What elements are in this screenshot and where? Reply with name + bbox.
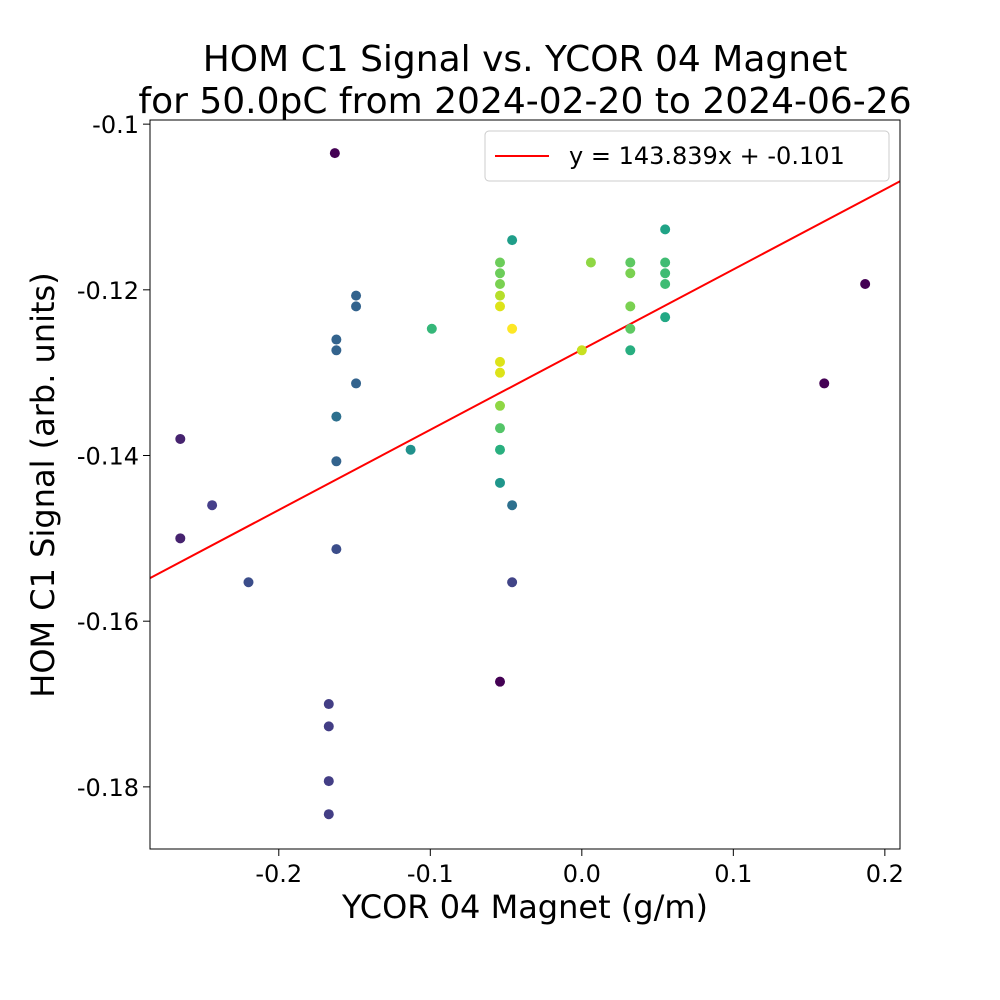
- y-axis-label: HOM C1 Signal (arb. units): [24, 272, 62, 697]
- data-point: [405, 444, 416, 455]
- data-point: [331, 544, 342, 555]
- data-point: [351, 378, 362, 389]
- data-point: [331, 456, 342, 467]
- data-point: [625, 301, 636, 312]
- data-point: [495, 423, 505, 434]
- data-point: [331, 345, 342, 356]
- data-point: [351, 290, 362, 301]
- data-point: [576, 345, 587, 356]
- data-point: [660, 224, 671, 235]
- data-point: [625, 323, 636, 334]
- legend: y = 143.839x + -0.101: [484, 130, 890, 182]
- data-point: [660, 268, 671, 279]
- data-point: [660, 257, 671, 268]
- data-point: [495, 477, 505, 488]
- points-layer: [175, 148, 871, 820]
- data-point: [585, 257, 596, 268]
- data-point: [495, 257, 505, 268]
- plot-frame: [149, 119, 901, 850]
- y-tick-label: -0.16: [77, 608, 139, 636]
- data-point: [243, 577, 254, 588]
- x-tick-label: 0.1: [714, 860, 752, 888]
- y-axis: -0.1 -0.12 -0.14 -0.16 -0.18: [77, 111, 150, 802]
- x-tick-label: 0.2: [866, 860, 904, 888]
- data-point: [507, 235, 518, 246]
- data-point: [495, 367, 505, 378]
- data-point: [331, 411, 342, 422]
- fit-line-layer: [150, 180, 900, 579]
- data-point: [323, 809, 334, 820]
- data-point: [495, 356, 505, 367]
- data-point: [495, 400, 505, 411]
- x-tick-label: -0.2: [255, 860, 302, 888]
- x-tick-label: 0.0: [563, 860, 601, 888]
- data-point: [507, 577, 518, 588]
- data-point: [660, 279, 671, 290]
- data-point: [323, 699, 334, 710]
- data-point: [495, 676, 505, 687]
- data-point: [351, 301, 362, 312]
- data-point: [625, 345, 636, 356]
- y-tick-label: -0.1: [92, 111, 139, 139]
- data-point: [495, 444, 505, 455]
- data-point: [329, 148, 340, 159]
- legend-box: [484, 130, 890, 182]
- x-tick-label: -0.1: [407, 860, 454, 888]
- data-point: [625, 268, 636, 279]
- data-point: [495, 290, 505, 301]
- fit-line: [150, 180, 900, 579]
- data-point: [625, 257, 636, 268]
- data-point: [207, 500, 218, 511]
- data-point: [860, 279, 871, 290]
- data-point: [819, 378, 830, 389]
- x-axis-label: YCOR 04 Magnet (g/m): [341, 888, 708, 926]
- data-point: [495, 268, 505, 279]
- data-point: [323, 776, 334, 787]
- x-axis: -0.2 -0.1 0.0 0.1 0.2: [255, 849, 904, 888]
- data-point: [175, 533, 186, 544]
- data-point: [323, 721, 334, 732]
- legend-fit-label: y = 143.839x + -0.101: [569, 142, 845, 170]
- data-point: [660, 312, 671, 323]
- y-tick-label: -0.12: [77, 277, 139, 305]
- data-point: [507, 500, 518, 511]
- y-tick-label: -0.14: [77, 443, 139, 471]
- data-point: [495, 279, 505, 290]
- data-point: [507, 323, 518, 334]
- y-tick-label: -0.18: [77, 774, 139, 802]
- plot-area: [149, 119, 901, 850]
- chart-title-line-1: HOM C1 Signal vs. YCOR 04 Magnet: [203, 39, 848, 80]
- data-point: [331, 334, 342, 345]
- data-point: [426, 323, 437, 334]
- data-point: [175, 433, 186, 444]
- chart-title-line-2: for 50.0pC from 2024-02-20 to 2024-06-26: [138, 81, 911, 122]
- data-point: [495, 301, 505, 312]
